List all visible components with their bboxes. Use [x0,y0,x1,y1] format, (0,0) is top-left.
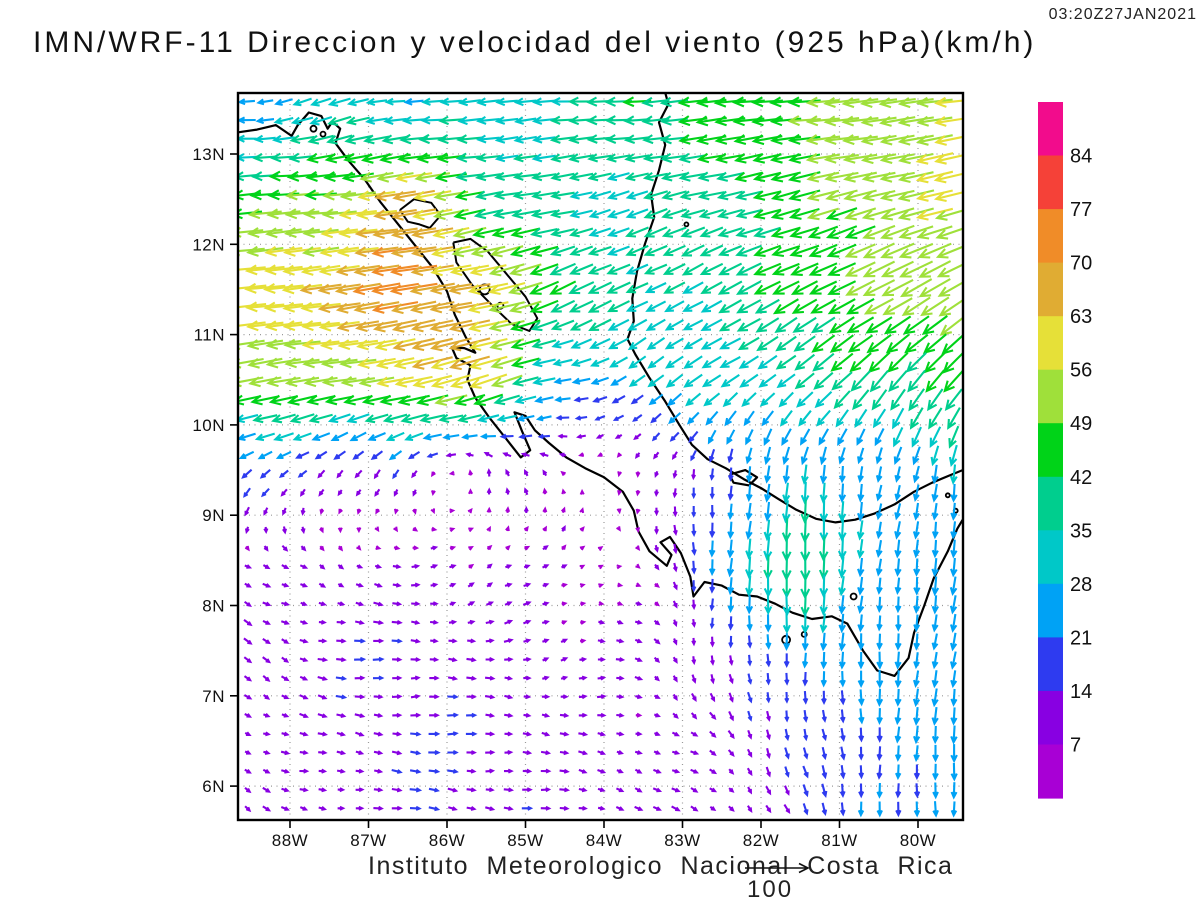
colorbar-segment [1038,369,1063,424]
colorbar-segment [1038,155,1063,210]
x-tick-label: 83W [664,831,700,850]
colorbar-label: 28 [1070,574,1092,596]
colorbar-segment [1038,637,1063,692]
colorbar-segment [1038,102,1063,157]
y-tick-label: 7N [202,687,225,706]
colorbar-segment [1038,530,1063,585]
y-tick-label: 10N [192,416,225,435]
x-tick-label: 81W [821,831,857,850]
x-tick-label: 84W [586,831,622,850]
x-axis-labels: 88W 87W 86W 85W 84W 83W 82W 81W 80W [272,831,936,850]
colorbar-label: 77 [1070,199,1092,221]
coastlines [238,93,963,677]
colorbar-segment [1038,262,1063,317]
x-tick-label: 82W [743,831,779,850]
colorbar-label: 42 [1070,467,1092,489]
axis-ticks [230,153,919,828]
colorbar-label: 70 [1070,253,1092,275]
colorbar-segment [1038,316,1063,371]
y-tick-label: 12N [192,235,225,254]
valid-timestamp: 03:20Z27JAN2021 [1048,6,1197,23]
y-tick-label: 6N [202,777,225,796]
colorbar-segment [1038,690,1063,745]
y-tick-label: 13N [192,145,225,164]
colorbar-label: 56 [1070,360,1092,382]
institution-caption: Instituto Meteorologico Nacional Costa R… [368,852,954,880]
x-tick-label: 88W [272,831,308,850]
y-tick-label: 11N [194,326,225,345]
colorbar-segment [1038,209,1063,264]
colorbar-label: 84 [1070,146,1092,168]
colorbar-label: 49 [1070,413,1092,435]
degree-gridlines [238,93,963,820]
chart-title: IMN/WRF-11 Direccion y velocidad del vie… [33,26,1037,59]
x-tick-label: 80W [900,831,936,850]
colorbar-segment [1038,476,1063,531]
colorbar-label: 7 [1070,735,1081,757]
y-tick-label: 9N [202,506,225,525]
colorbar-segment [1038,583,1063,638]
colorbar-label: 35 [1070,520,1092,542]
map-frame [236,91,965,822]
reference-arrow-value: 100 [747,876,794,903]
colorbar-label: 14 [1070,681,1092,703]
x-tick-label: 87W [350,831,386,850]
colorbar-label: 63 [1070,306,1092,328]
x-tick-label: 85W [507,831,543,850]
x-tick-label: 86W [429,831,465,850]
colorbar-label: 21 [1070,627,1092,649]
colorbar: 84 77 70 63 56 49 42 35 28 21 14 7 [1038,102,1092,799]
y-tick-label: 8N [202,597,225,616]
colorbar-segment [1038,744,1063,799]
wind-arrows [238,96,963,818]
colorbar-segment [1038,423,1063,478]
y-axis-labels: 13N 12N 11N 10N 9N 8N 7N 6N [192,145,225,796]
